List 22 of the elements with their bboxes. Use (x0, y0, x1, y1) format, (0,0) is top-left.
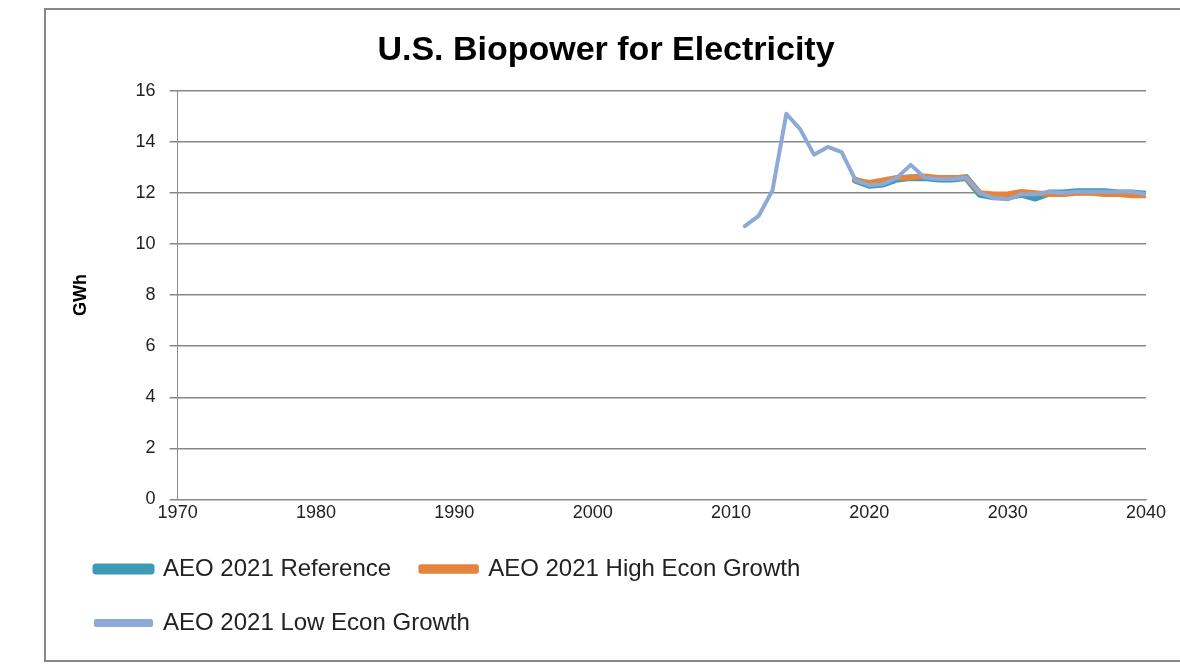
y-tick-label: 4 (145, 386, 156, 407)
x-tick-label: 2010 (710, 502, 751, 523)
x-tick-label: 2030 (987, 502, 1028, 523)
y-tick-label: 16 (135, 79, 156, 100)
y-axis-title: GWh (69, 274, 90, 317)
x-tick-label: 1990 (434, 502, 475, 523)
x-tick-label: 2040 (1125, 502, 1167, 523)
y-tick-label: 8 (145, 284, 156, 305)
y-tick-label: 6 (145, 335, 156, 356)
chart-title: U.S. Biopower for Electricity (377, 28, 835, 67)
legend-label: AEO 2021 High Econ Growth (488, 553, 801, 581)
y-tick-label: 2 (145, 437, 156, 458)
x-tick-label: 1970 (157, 502, 198, 523)
legend-label: AEO 2021 Low Econ Growth (163, 607, 470, 635)
y-tick-label: 0 (145, 488, 156, 509)
x-tick-label: 1980 (295, 502, 336, 523)
x-tick-label: 2020 (849, 502, 890, 523)
x-tick-label: 2000 (572, 502, 613, 523)
legend-label: AEO 2021 Reference (163, 553, 392, 581)
y-tick-label: 14 (135, 130, 156, 151)
y-tick-label: 12 (135, 181, 156, 202)
y-tick-label: 10 (135, 232, 156, 253)
